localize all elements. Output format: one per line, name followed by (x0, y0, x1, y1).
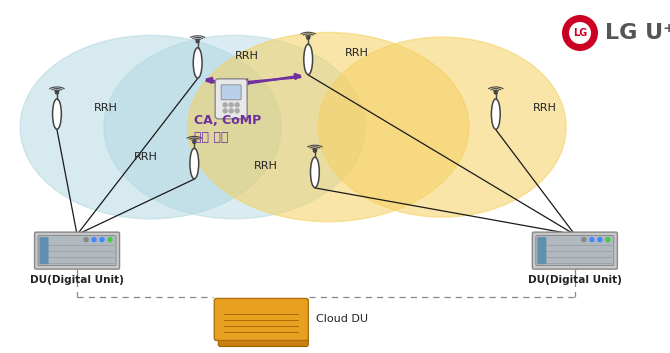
FancyBboxPatch shape (533, 232, 617, 269)
Text: RRH: RRH (94, 103, 118, 113)
FancyBboxPatch shape (40, 237, 48, 264)
Circle shape (196, 40, 199, 43)
Circle shape (223, 109, 227, 113)
Text: RRH: RRH (133, 152, 157, 162)
Circle shape (569, 22, 591, 44)
Ellipse shape (52, 99, 62, 129)
Circle shape (92, 238, 96, 242)
Circle shape (84, 238, 88, 242)
Circle shape (223, 103, 227, 107)
FancyBboxPatch shape (35, 232, 119, 269)
Text: RRH: RRH (345, 48, 369, 58)
Text: CA, CoMP
기능 지원: CA, CoMP 기능 지원 (194, 114, 261, 144)
Text: Cloud DU: Cloud DU (316, 315, 369, 324)
FancyBboxPatch shape (537, 237, 546, 264)
Circle shape (193, 140, 196, 143)
Circle shape (494, 91, 497, 94)
Circle shape (307, 36, 310, 39)
FancyBboxPatch shape (214, 299, 308, 340)
Circle shape (598, 238, 602, 242)
Circle shape (229, 103, 233, 107)
Circle shape (314, 149, 316, 152)
Text: RRH: RRH (533, 103, 557, 113)
Circle shape (562, 15, 598, 51)
Circle shape (229, 109, 233, 113)
Ellipse shape (104, 35, 365, 219)
Circle shape (235, 103, 239, 107)
Ellipse shape (188, 32, 469, 222)
Circle shape (108, 238, 112, 242)
Circle shape (590, 238, 594, 242)
Ellipse shape (190, 148, 199, 179)
Ellipse shape (491, 99, 500, 129)
Ellipse shape (193, 48, 202, 78)
Text: DU(Digital Unit): DU(Digital Unit) (528, 275, 622, 285)
Text: RRH: RRH (234, 52, 259, 61)
Ellipse shape (20, 35, 281, 219)
Circle shape (582, 238, 586, 242)
Ellipse shape (304, 44, 313, 74)
Text: LG U⁺: LG U⁺ (605, 23, 670, 43)
Ellipse shape (310, 157, 320, 187)
Circle shape (606, 238, 610, 242)
Ellipse shape (318, 37, 566, 217)
Text: RRH: RRH (254, 161, 278, 171)
FancyBboxPatch shape (215, 79, 247, 119)
Text: LG: LG (573, 28, 587, 38)
FancyBboxPatch shape (218, 309, 308, 346)
Text: DU(Digital Unit): DU(Digital Unit) (30, 275, 124, 285)
FancyBboxPatch shape (221, 85, 241, 100)
Circle shape (235, 109, 239, 113)
Circle shape (56, 91, 58, 94)
FancyBboxPatch shape (38, 236, 116, 265)
FancyBboxPatch shape (536, 236, 614, 265)
Circle shape (100, 238, 104, 242)
